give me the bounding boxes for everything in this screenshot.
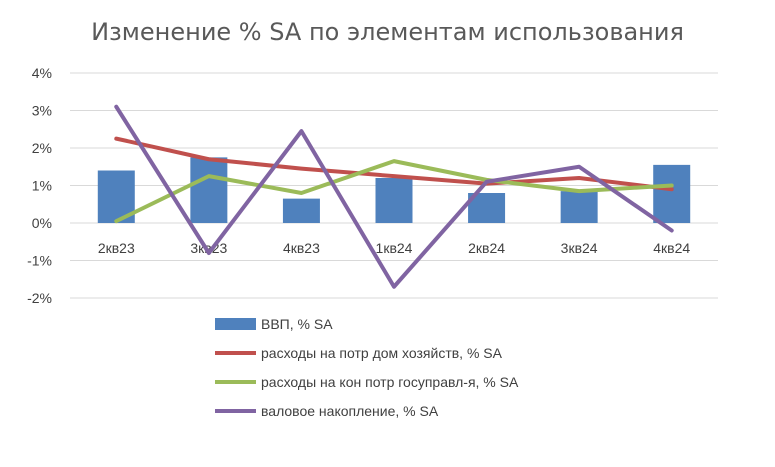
bar [375, 178, 413, 223]
x-tick-label: 3кв24 [561, 240, 598, 256]
bar [282, 198, 320, 223]
legend-label: ВВП, % SA [261, 316, 333, 332]
y-tick-label: -2% [27, 290, 52, 306]
chart-title: Изменение % SA по элементам использовани… [91, 18, 684, 46]
x-tick-label: 3кв23 [190, 240, 227, 256]
series-line [114, 104, 674, 289]
legend-label: расходы на кон потр госуправл-я, % SA [261, 374, 519, 390]
y-tick-label: 3% [32, 103, 52, 119]
legend-swatch [215, 318, 256, 330]
y-tick-label: 4% [32, 65, 52, 81]
x-tick-label: 2кв23 [98, 240, 135, 256]
x-tick-label: 1кв24 [376, 240, 413, 256]
bar [653, 164, 691, 223]
x-tick-label: 2кв24 [468, 240, 505, 256]
series-line [114, 159, 674, 224]
bar [190, 157, 228, 223]
y-tick-label: 1% [32, 178, 52, 194]
legend-label: валовое накопление, % SA [261, 403, 439, 419]
x-tick-label: 4кв23 [283, 240, 320, 256]
y-tick-label: 2% [32, 140, 52, 156]
bar [560, 191, 598, 223]
legend-label: расходы на потр дом хозяйств, % SA [261, 345, 503, 361]
y-tick-label: -1% [27, 253, 52, 269]
x-tick-label: 4кв24 [653, 240, 690, 256]
series-line [114, 136, 674, 192]
y-tick-label: 0% [32, 215, 52, 231]
